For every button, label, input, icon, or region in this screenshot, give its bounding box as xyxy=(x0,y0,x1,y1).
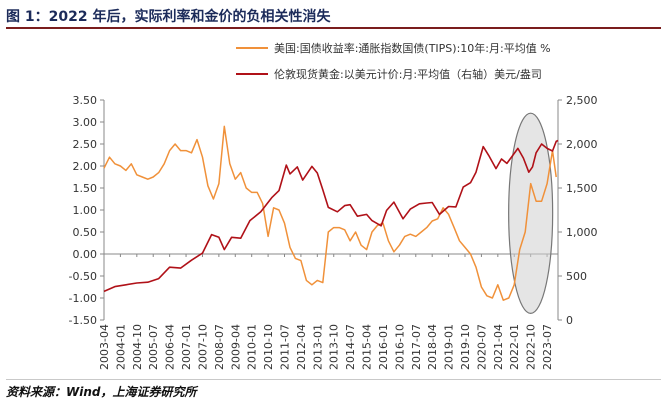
x-tick-label: 2012-04 xyxy=(295,324,308,370)
x-tick-label: 2019-01 xyxy=(443,324,456,370)
x-tick-label: 2004-10 xyxy=(131,324,144,370)
y-left-tick-label: -1.50 xyxy=(69,314,97,327)
x-tick-label: 2003-04 xyxy=(98,324,111,370)
y-right-tick-label: 0 xyxy=(566,314,573,327)
y-left-tick-label: -1.00 xyxy=(69,292,97,305)
x-tick-label: 2017-07 xyxy=(410,324,423,370)
y-left-tick-label: 2.50 xyxy=(73,138,98,151)
y-right-tick-label: 1,500 xyxy=(566,182,598,195)
x-tick-label: 2016-10 xyxy=(393,324,406,370)
legend-item-gold: 伦敦现货黄金:以美元计价:月:平均值（右轴）美元/盎司 xyxy=(236,66,542,82)
x-tick-label: 2023-07 xyxy=(541,324,554,370)
legend-swatch-tips xyxy=(236,47,268,49)
x-tick-label: 2016-01 xyxy=(377,324,390,370)
page-title: 图 1：2022 年后，实际利率和金价的负相关性消失 xyxy=(6,9,331,25)
y-left-tick-label: 1.00 xyxy=(73,204,98,217)
x-tick-label: 2009-04 xyxy=(229,324,242,370)
y-left-tick-label: 3.50 xyxy=(73,94,98,107)
series-line-gold xyxy=(103,139,559,293)
x-tick-label: 2020-07 xyxy=(475,324,488,370)
y-right-tick-label: 1,000 xyxy=(566,226,598,239)
x-tick-label: 2013-01 xyxy=(311,324,324,370)
x-tick-label: 2013-10 xyxy=(328,324,341,370)
x-tick-label: 2011-07 xyxy=(279,324,292,370)
x-tick-label: 2007-01 xyxy=(180,324,193,370)
x-tick-label: 2021-04 xyxy=(492,324,505,370)
y-left-tick-label: 0.50 xyxy=(73,226,98,239)
y-left-tick-label: 1.50 xyxy=(73,182,98,195)
source-note: 资料来源：Wind，上海证券研究所 xyxy=(6,385,197,399)
x-tick-label: 2008-07 xyxy=(213,324,226,370)
legend-label-gold: 伦敦现货黄金:以美元计价:月:平均值（右轴）美元/盎司 xyxy=(274,68,542,81)
x-tick-label: 2010-10 xyxy=(262,324,275,370)
x-tick-label: 2018-04 xyxy=(426,324,439,370)
x-tick-label: 2022-10 xyxy=(525,324,538,370)
y-left-tick-label: 0.00 xyxy=(73,248,98,261)
y-left-tick-label: 3.00 xyxy=(73,116,98,129)
y-left-tick-label: 2.00 xyxy=(73,160,98,173)
y-right-tick-label: 2,000 xyxy=(566,138,598,151)
series-line-tips xyxy=(103,125,557,301)
x-tick-label: 2022-01 xyxy=(508,324,521,370)
highlight-ellipse xyxy=(508,112,554,315)
legend-swatch-gold xyxy=(236,73,268,75)
title-divider xyxy=(6,27,661,29)
y-left-tick-label: -0.50 xyxy=(69,270,97,283)
x-tick-label: 2015-04 xyxy=(361,324,374,370)
y-right-tick-label: 500 xyxy=(566,270,587,283)
x-tick-label: 2019-10 xyxy=(459,324,472,370)
x-tick-label: 2014-07 xyxy=(344,324,357,370)
x-tick-label: 2005-07 xyxy=(147,324,160,370)
legend-label-tips: 美国:国债收益率:通胀指数国债(TIPS):10年:月:平均值 % xyxy=(274,42,551,55)
x-tick-label: 2007-10 xyxy=(196,324,209,370)
x-tick-label: 2004-01 xyxy=(114,324,127,370)
legend-item-tips: 美国:国债收益率:通胀指数国债(TIPS):10年:月:平均值 % xyxy=(236,40,551,56)
source-divider xyxy=(6,379,661,380)
x-tick-label: 2010-01 xyxy=(246,324,259,370)
y-right-tick-label: 2,500 xyxy=(566,94,598,107)
x-tick-label: 2006-04 xyxy=(164,324,177,370)
